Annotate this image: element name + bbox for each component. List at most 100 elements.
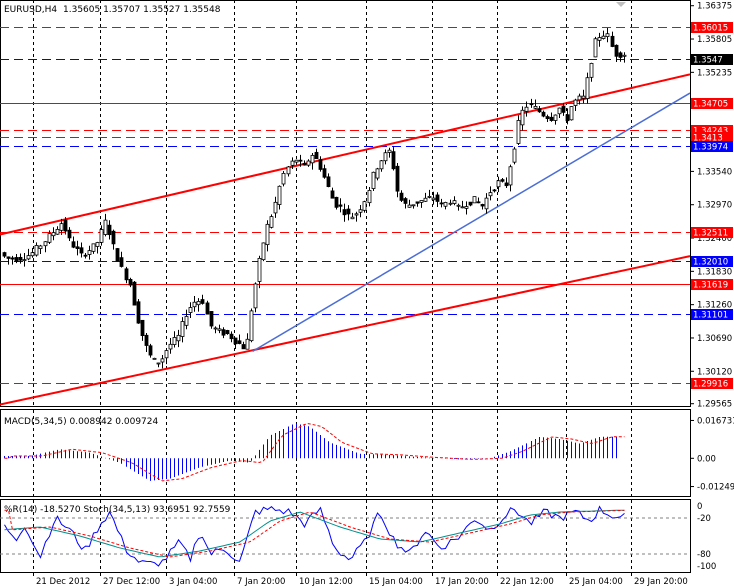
time-axis: 21 Dec 2012 27 Dec 12:00 3 Jan 04:00 7 Jan … <box>33 572 688 587</box>
time-tick-label: 29 Jan 20:00 <box>634 577 688 587</box>
main-price-panel[interactable]: EURUSD,H4 1.35605 1.35707 1.35527 1.3554… <box>0 0 691 407</box>
level-label-box <box>691 378 733 389</box>
level-label-box <box>691 141 733 152</box>
candle-body <box>589 62 594 78</box>
candle-body <box>529 103 534 106</box>
candle-body <box>569 106 574 121</box>
candle-body <box>565 114 570 122</box>
price-tick-label: 1.30120 <box>697 367 732 377</box>
candle-body <box>452 200 457 204</box>
price-tick-label: 1.30690 <box>697 334 732 344</box>
oscillator-panel[interactable]: %R(14) -18.5270 Stoch(34,5,13) 93.6951 9… <box>0 499 716 573</box>
candle-body <box>144 334 149 346</box>
candle-body <box>14 257 19 262</box>
candle-body <box>407 204 412 208</box>
time-tick-label: 17 Jan 20:00 <box>435 577 489 587</box>
macd-panel[interactable]: MACD(5,34,5) 0.008942 0.009724 0.0167310… <box>0 409 734 497</box>
candle-body <box>111 230 116 245</box>
candle-body <box>237 340 242 344</box>
candle-body <box>504 182 509 187</box>
candle-body <box>302 163 307 166</box>
osc-panel-border <box>0 499 691 573</box>
candle-body <box>342 209 347 216</box>
level-label-box <box>691 98 733 109</box>
candle-body <box>156 362 161 365</box>
candle-body <box>136 301 141 324</box>
macd-header: MACD(5,34,5) 0.008942 0.009724 <box>4 417 159 427</box>
candle-body <box>277 185 282 205</box>
level-label: 1.34705 <box>693 100 728 110</box>
candle-body <box>306 160 311 166</box>
candle-body <box>51 232 56 237</box>
candle-body <box>176 334 181 342</box>
candle-body <box>468 201 473 206</box>
level-label: 1.29916 <box>693 380 728 390</box>
candle-body <box>10 257 15 260</box>
candle-body <box>601 35 606 39</box>
level-label-box <box>691 227 733 238</box>
level-label-box <box>691 256 733 267</box>
candle-body <box>614 44 619 57</box>
level-label-box <box>691 309 733 320</box>
candle-body <box>334 196 339 208</box>
williams-r-line <box>4 505 625 567</box>
level-label: 1.32511 <box>693 229 728 239</box>
price-tick-label: 1.29565 <box>697 400 732 410</box>
candle-body <box>411 204 416 207</box>
candle-body <box>415 201 420 204</box>
candle-body <box>22 259 27 262</box>
candle-body <box>192 301 197 308</box>
scroll-marker-icon[interactable] <box>616 2 626 7</box>
time-tick-label: 15 Jan 04:00 <box>369 577 423 587</box>
candle-body <box>476 201 481 204</box>
macd-tick-label: -0.01249 <box>697 483 734 493</box>
osc-tick-label: -20 <box>697 514 711 524</box>
candle-body <box>99 229 104 243</box>
candle-body <box>431 197 436 201</box>
candle-body <box>253 283 258 309</box>
candle-body <box>286 166 291 175</box>
level-label: 1.3547 <box>693 56 723 66</box>
candle-body <box>549 116 554 121</box>
level-label-box <box>691 279 733 290</box>
candle-body <box>55 229 60 235</box>
price-tick-label: 1.35235 <box>697 68 732 78</box>
candle-body <box>249 310 254 342</box>
candle-body <box>196 301 201 306</box>
candle-body <box>257 258 262 282</box>
candle-body <box>399 192 404 201</box>
candle-body <box>322 168 327 178</box>
main-panel-border <box>0 0 691 407</box>
candle-body <box>427 195 432 198</box>
level-label: 1.31101 <box>693 311 728 321</box>
candle-body <box>172 337 177 345</box>
candle-body <box>362 201 367 211</box>
candle-body <box>480 204 485 207</box>
candle-body <box>75 246 80 249</box>
macd-axis: 0.016731 0.00 -0.01249 <box>690 416 734 493</box>
trend-line <box>252 92 690 353</box>
candle-body <box>448 202 453 205</box>
candle-body <box>346 208 351 215</box>
candle-body <box>2 252 7 257</box>
time-tick-label: 27 Dec 12:00 <box>103 577 160 587</box>
candle-body <box>290 160 295 166</box>
time-tick-label: 22 Jan 12:00 <box>500 577 554 587</box>
candle-body <box>6 256 11 259</box>
candle-body <box>367 190 372 204</box>
candle-body <box>83 254 88 257</box>
candle-body <box>34 245 39 256</box>
time-tick-label: 3 Jan 04:00 <box>169 577 217 587</box>
candle-body <box>537 108 542 113</box>
candle-body <box>217 328 222 331</box>
candle-body <box>91 243 96 252</box>
candle-body <box>209 311 214 327</box>
stochastic-signal-line <box>4 509 625 558</box>
candle-body <box>103 219 108 235</box>
candle-body <box>456 204 461 207</box>
candle-body <box>128 278 133 286</box>
candle-body <box>43 241 48 247</box>
candle-body <box>561 105 566 113</box>
candle-body <box>245 338 250 350</box>
